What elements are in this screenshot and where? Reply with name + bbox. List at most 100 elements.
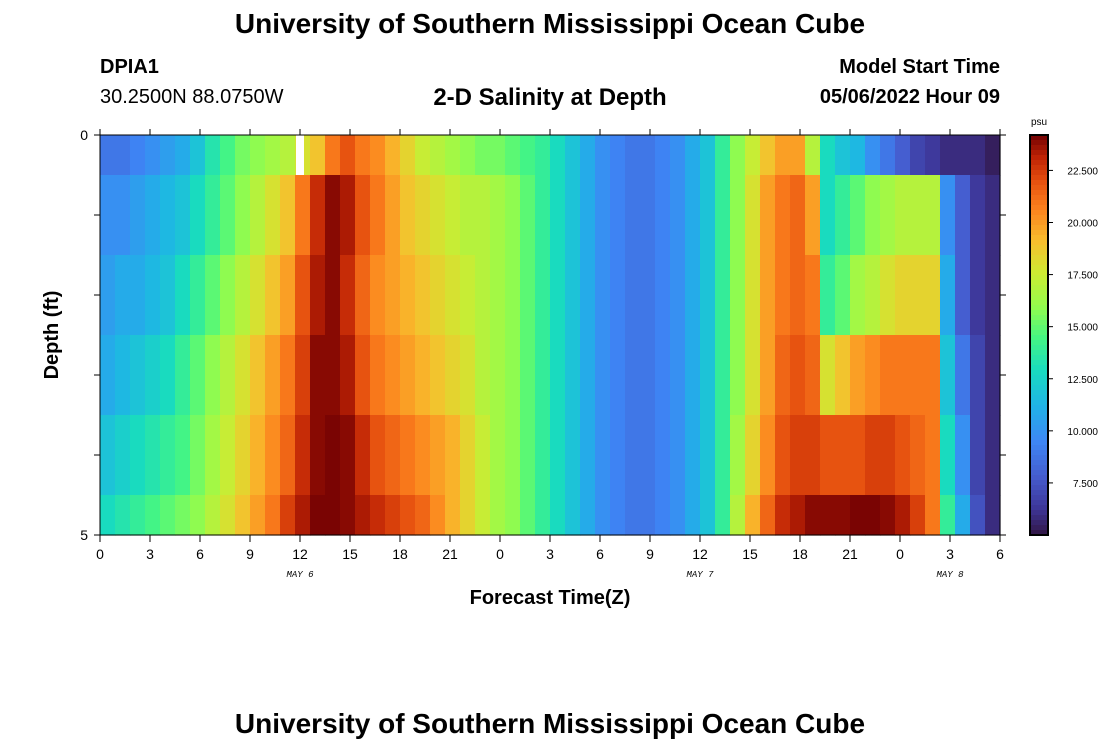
heatmap-cell (115, 255, 131, 336)
x-axis-title: Forecast Time(Z) (470, 587, 631, 609)
colorbar-segment (1030, 150, 1048, 156)
heatmap-cell (565, 415, 581, 496)
colorbar-segment (1030, 400, 1048, 406)
heatmap-cell (790, 255, 806, 336)
colorbar-segment (1030, 195, 1048, 201)
heatmap-cell (235, 135, 251, 176)
heatmap-cell (730, 255, 746, 336)
heatmap-cell (415, 335, 431, 416)
colorbar-tick-label: 17.500 (1067, 271, 1098, 282)
heatmap-cell (520, 335, 536, 416)
colorbar: 7.500 10.000 12.500 15.000 17.500 20.000 22.50… (1029, 134, 1098, 536)
heatmap-cell (325, 335, 341, 416)
heatmap-cell (310, 495, 326, 536)
heatmap-cell (190, 135, 206, 176)
heatmap-cell (625, 415, 641, 496)
heatmap-cell (940, 175, 956, 256)
heatmap-cell (535, 335, 551, 416)
colorbar-segment (1030, 190, 1048, 196)
heatmap-cell (955, 415, 971, 496)
heatmap-cell (115, 135, 131, 176)
colorbar-segment (1030, 180, 1048, 186)
colorbar-segment (1030, 185, 1048, 191)
heatmap-cell (940, 495, 956, 536)
heatmap-cell (175, 495, 191, 536)
heatmap-cell (490, 495, 506, 536)
heatmap-cell (460, 415, 476, 496)
heatmap-cell (865, 175, 881, 256)
heatmap-cell (460, 335, 476, 416)
colorbar-segment (1030, 280, 1048, 286)
heatmap-cell (895, 415, 911, 496)
heatmap-cell (835, 135, 851, 176)
colorbar-segment (1030, 395, 1048, 401)
y-tick-label: 0 (80, 127, 88, 143)
heatmap-cell (325, 415, 341, 496)
colorbar-segment (1030, 435, 1048, 441)
heatmap-cell (205, 175, 221, 256)
heatmap-cell (205, 255, 221, 336)
x-tick-label: 12 (692, 546, 708, 562)
heatmap-cell (775, 415, 791, 496)
heatmap-cell (130, 135, 146, 176)
x-tick-label: 3 (146, 546, 154, 562)
colorbar-segment (1030, 200, 1048, 206)
colorbar-segment (1030, 485, 1048, 491)
heatmap-cell (235, 255, 251, 336)
heatmap-cell (130, 175, 146, 256)
x-tick-label: 21 (842, 546, 858, 562)
heatmap-cell (115, 495, 131, 536)
heatmap-cell (445, 175, 461, 256)
heatmap-cell (340, 415, 356, 496)
heatmap-cell (400, 175, 416, 256)
x-tick-label: 3 (546, 546, 554, 562)
heatmap-cell (415, 415, 431, 496)
colorbar-segment (1030, 345, 1048, 351)
heatmap-cell (715, 255, 731, 336)
x-tick-label: 0 (896, 546, 904, 562)
heatmap-cell (805, 335, 821, 416)
colorbar-segment (1030, 380, 1048, 386)
colorbar-segment (1030, 265, 1048, 271)
heatmap-cell (520, 495, 536, 536)
heatmap-cell (295, 415, 311, 496)
heatmap-cell (910, 135, 926, 176)
heatmap-cell (715, 135, 731, 176)
heatmap-cell (190, 415, 206, 496)
colorbar-segment (1030, 390, 1048, 396)
colorbar-segment (1030, 260, 1048, 266)
heatmap-cell (655, 415, 671, 496)
heatmap-cell (820, 495, 836, 536)
heatmap-cell (670, 175, 686, 256)
heatmap-cell (985, 495, 1001, 536)
heatmap-cell (280, 255, 296, 336)
heatmap-cell (220, 255, 236, 336)
colorbar-segment (1030, 420, 1048, 426)
heatmap-cell (385, 415, 401, 496)
heatmap-cell (265, 175, 281, 256)
heatmap-cell (640, 335, 656, 416)
colorbar-segment (1030, 240, 1048, 246)
heatmap-cell (250, 495, 266, 536)
colorbar-segment (1030, 220, 1048, 226)
heatmap-cell (580, 415, 596, 496)
colorbar-segment (1030, 530, 1048, 536)
colorbar-segment (1030, 255, 1048, 261)
heatmap-cell (145, 175, 161, 256)
heatmap-cell (400, 135, 416, 176)
heatmap-cell (760, 415, 776, 496)
heatmap-cell (580, 335, 596, 416)
heatmap-cell (580, 135, 596, 176)
heatmap-cell (595, 335, 611, 416)
heatmap-cell (280, 175, 296, 256)
heatmap-cell (535, 415, 551, 496)
heatmap-cell (205, 335, 221, 416)
day-label: MAY 8 (936, 570, 964, 580)
heatmap-cell (715, 495, 731, 536)
heatmap-cell (535, 135, 551, 176)
heatmap-cell (775, 335, 791, 416)
colorbar-segment (1030, 460, 1048, 466)
heatmap-cell (370, 415, 386, 496)
heatmap-cell (535, 495, 551, 536)
x-tick-label: 15 (342, 546, 358, 562)
